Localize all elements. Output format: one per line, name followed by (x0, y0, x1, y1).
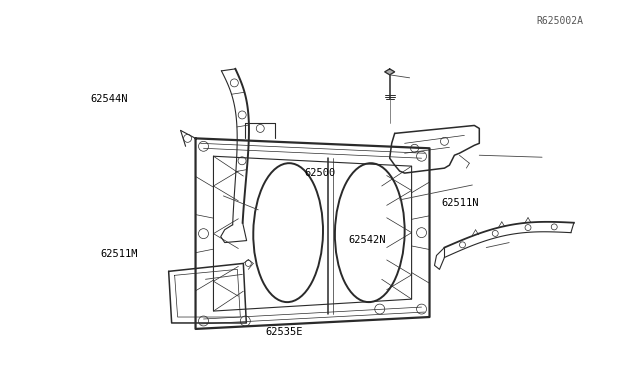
Text: 62500: 62500 (304, 168, 335, 178)
Text: 62535E: 62535E (266, 327, 303, 337)
Text: 62511M: 62511M (100, 249, 138, 259)
Text: R625002A: R625002A (537, 16, 584, 26)
Text: 62542N: 62542N (349, 234, 386, 244)
Polygon shape (385, 69, 395, 75)
Text: 62511N: 62511N (441, 198, 479, 208)
Text: 62544N: 62544N (91, 94, 128, 104)
